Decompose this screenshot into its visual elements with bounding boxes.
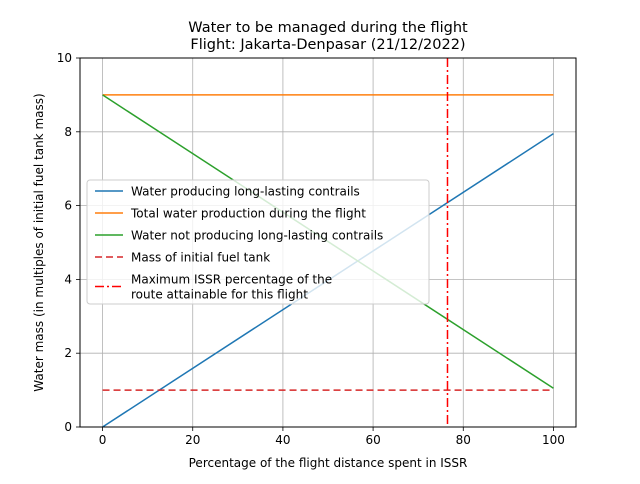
legend: Water producing long-lasting contrails To… <box>86 179 430 305</box>
y-tick-label: 4 <box>64 272 72 286</box>
y-tick-label: 0 <box>64 420 72 434</box>
x-tick-label: 100 <box>542 433 565 447</box>
y-axis-label: Water mass (in multiples of initial fuel… <box>32 93 46 391</box>
legend-label-5: route attainable for this flight <box>131 288 308 302</box>
chart-title: Water to be managed during the flight <box>188 20 468 36</box>
axis-ticks: 0 20 40 60 80 100 0 2 4 6 8 10 <box>57 51 565 447</box>
x-axis-label: Percentage of the flight distance spent … <box>189 456 468 470</box>
y-tick-label: 8 <box>64 125 72 139</box>
chart-subtitle: Flight: Jakarta-Denpasar (21/12/2022) <box>190 37 465 53</box>
legend-label-2: Total water production during the flight <box>130 207 366 221</box>
x-tick-label: 80 <box>456 433 471 447</box>
x-tick-label: 40 <box>275 433 290 447</box>
legend-box <box>86 179 430 305</box>
legend-label-1: Water producing long-lasting contrails <box>131 185 360 199</box>
y-tick-label: 6 <box>64 199 72 213</box>
x-tick-label: 20 <box>185 433 200 447</box>
legend-label-4: Mass of initial fuel tank <box>131 251 270 265</box>
plot-frame <box>79 57 577 428</box>
legend-label-5: Maximum ISSR percentage of the <box>131 273 332 287</box>
x-tick-label: 0 <box>99 433 107 447</box>
y-tick-label: 10 <box>57 51 72 65</box>
legend-label-3: Water not producing long-lasting contrai… <box>131 229 383 243</box>
y-tick-label: 2 <box>64 346 72 360</box>
x-tick-label: 60 <box>365 433 380 447</box>
